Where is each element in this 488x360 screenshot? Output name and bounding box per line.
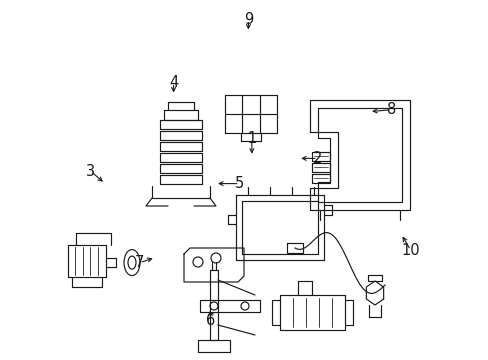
- Text: 7: 7: [134, 255, 144, 270]
- Text: 9: 9: [244, 12, 252, 27]
- Text: 3: 3: [86, 163, 95, 179]
- Text: 8: 8: [386, 102, 395, 117]
- Text: 6: 6: [205, 313, 214, 328]
- Text: 5: 5: [235, 176, 244, 191]
- Text: 4: 4: [169, 75, 178, 90]
- Text: 1: 1: [247, 131, 256, 146]
- Text: 2: 2: [312, 151, 322, 166]
- Text: 10: 10: [401, 243, 419, 258]
